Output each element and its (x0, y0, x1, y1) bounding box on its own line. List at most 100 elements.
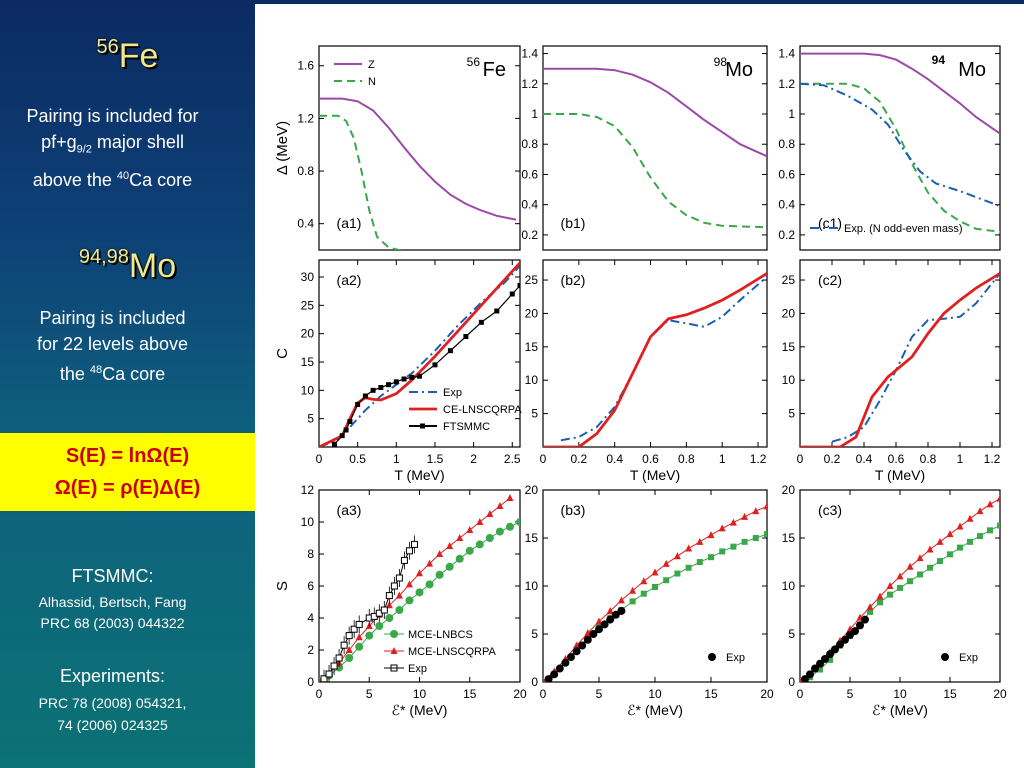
xtick-label-b2: 0.8 (678, 452, 695, 466)
experiments-citation1: PRC 78 (2008) 054321, (38, 695, 187, 711)
data-point-a3-0 (505, 522, 514, 531)
data-point-a3-0 (445, 562, 454, 571)
nucleus-symbol-a1: Fe (483, 59, 506, 81)
ytick-label-c2: 5 (788, 407, 795, 421)
ylabel-a2: C (274, 348, 291, 359)
data-point-c3-1 (936, 537, 944, 545)
data-point-b3-1 (707, 531, 715, 539)
xtick-label-b3: 10 (648, 687, 662, 701)
data-point-a2-2 (378, 385, 384, 390)
ytick-label-c1: 1.4 (778, 47, 795, 61)
data-point-a3-1 (395, 591, 403, 599)
data-point-b3-2 (578, 641, 587, 650)
ytick-label-a2: 20 (301, 327, 315, 341)
data-point-c3-1 (966, 514, 974, 522)
data-point-b3-1 (752, 507, 760, 515)
data-point-b3-0 (708, 554, 714, 561)
data-point-a3-1 (355, 633, 363, 641)
series-line-a1-0 (319, 97, 517, 221)
equation-box: S(E) = lnΩ(E) Ω(E) = ρ(E)Δ(E) (0, 433, 255, 511)
panel-label-c2: (c2) (818, 272, 842, 288)
data-point-b3-2 (600, 620, 609, 629)
xtick-label-c3: 5 (847, 687, 854, 701)
data-point-a2-2 (393, 379, 399, 385)
plot-area-c3 (800, 494, 1000, 682)
data-point-a2-2 (339, 433, 345, 439)
ytick-label-c1: 0.4 (778, 198, 795, 212)
top-strip (255, 0, 1024, 4)
mo-text-line3: the 48Ca core (59, 364, 166, 384)
nucleus-symbol-b1: Mo (725, 59, 753, 81)
data-point-c3-0 (867, 608, 873, 615)
mo-text-line2: for 22 levels above (36, 334, 189, 354)
data-point-c3-1 (886, 582, 894, 589)
data-point-a3-0 (345, 654, 354, 662)
data-point-a3-2 (410, 540, 418, 548)
xtick-label-c2: 1.2 (984, 452, 1001, 466)
ytick-label-a2: 25 (301, 298, 315, 312)
data-point-c3-1 (906, 562, 914, 570)
data-point-a3-2 (340, 641, 348, 649)
legend-label-a3: Exp (408, 663, 427, 675)
ytick-label-b3: 15 (525, 531, 539, 545)
data-point-b3-0 (741, 538, 748, 545)
data-point-b3-2 (583, 635, 592, 644)
ytick-label-a3: 2 (307, 643, 314, 657)
data-point-c3-0 (917, 571, 923, 578)
ytick-label-a3: 8 (307, 547, 314, 561)
xtick-label-c3: 10 (893, 687, 907, 701)
ytick-label-b2: 25 (525, 273, 539, 287)
data-point-b3-2 (617, 606, 626, 615)
series-line-a2-2 (334, 285, 520, 445)
data-point-b3-1 (741, 512, 749, 520)
data-point-a3-0 (516, 518, 520, 526)
ytick-label-a3: 10 (301, 515, 315, 529)
data-point-b3-1 (685, 544, 693, 552)
xtick-label-a3: 20 (513, 687, 527, 701)
ytick-label-c2: 15 (782, 340, 796, 354)
legend-label-a2: CE-LNSCQRPA (443, 404, 522, 416)
xtick-label-b2: 0.4 (606, 452, 623, 466)
xtick-label-b3: 0 (540, 687, 547, 701)
data-point-a3-0 (485, 534, 494, 542)
data-point-b3-1 (606, 606, 614, 614)
data-point-c3-1 (976, 507, 984, 515)
panel-frame-a3 (318, 489, 521, 683)
xtick-label-b2: 1.2 (750, 452, 767, 466)
data-point-a3-2 (385, 592, 393, 600)
data-point-a2-2 (447, 348, 453, 354)
data-point-b3-0 (730, 543, 737, 550)
ytick-label-b1: 0.2 (521, 228, 538, 242)
legend-label-a2: FTSMMC (443, 421, 490, 433)
mo-description: Pairing is included for 22 levels above … (0, 305, 225, 387)
legend-label-a1: N (368, 76, 376, 88)
ytick-label-c2: 20 (782, 306, 796, 320)
data-point-a3-2 (400, 556, 408, 564)
data-point-b3-0 (685, 564, 692, 571)
data-point-a2-2 (432, 362, 438, 368)
data-point-a3-1 (506, 494, 514, 501)
xtick-label-b2: 0 (540, 452, 547, 466)
series-line-c1-2 (800, 82, 1000, 208)
panel-c3: 0 5 10 15 20 0 5 10 15 20 ℰ* (MeV) (c3) Exp (782, 483, 1007, 718)
ylabel-a1: Δ (MeV) (274, 121, 291, 175)
legend-marker-b3 (708, 653, 716, 661)
ytick-label-a1: 0.8 (297, 164, 314, 178)
data-point-a3-0 (365, 631, 374, 640)
xtick-label-a2: 0.5 (349, 452, 366, 466)
data-point-a2-2 (362, 393, 368, 399)
data-point-b3-1 (662, 559, 670, 567)
xtick-label-b3: 15 (704, 687, 718, 701)
xtick-label-a3: 5 (366, 687, 373, 701)
nucleus-mass-a1: 56 (467, 55, 481, 69)
data-point-a3-0 (425, 580, 434, 589)
ytick-label-a2: 5 (307, 412, 314, 426)
ytick-label-b1: 0.6 (521, 167, 538, 181)
series-line-c1-0 (800, 52, 1000, 135)
data-point-c3-2 (861, 615, 869, 624)
fe-symbol: Fe (118, 37, 159, 75)
ftsmmc-authors: Alhassid, Bertsch, Fang (38, 594, 187, 610)
panel-label-a3: (a3) (337, 502, 362, 518)
ytick-label-a1: 0.4 (297, 217, 314, 231)
data-point-c3-1 (876, 592, 884, 600)
